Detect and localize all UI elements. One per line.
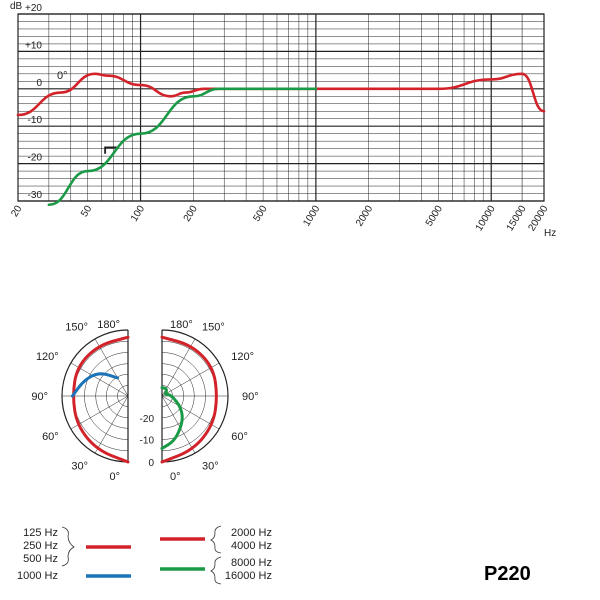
polar-spoke xyxy=(70,395,129,430)
frequency-curves xyxy=(16,72,546,207)
legend-label: 1000 Hz xyxy=(17,570,58,582)
polar-diagram-right xyxy=(160,329,229,464)
polar-angle-label: 120° xyxy=(231,351,254,363)
legend-label: 8000 Hz xyxy=(231,557,272,569)
x-unit-label: Hz xyxy=(544,228,556,239)
legend-label: 16000 Hz xyxy=(225,570,272,582)
legend-label: 4000 Hz xyxy=(231,540,272,552)
x-tick-label: 10000 xyxy=(474,203,498,233)
x-tick-label: 2000 xyxy=(354,203,375,228)
polar-angle-label: 150° xyxy=(202,322,225,334)
polar-angle-label: 90° xyxy=(31,391,48,403)
polar-curve xyxy=(70,372,120,398)
plot-frame xyxy=(17,13,545,202)
y-tick-label: -30 xyxy=(28,190,43,201)
polar-curve xyxy=(160,386,184,450)
polar-spoke xyxy=(161,395,220,430)
polar-curve xyxy=(160,335,218,464)
x-tick-label: 1000 xyxy=(301,203,322,228)
frequency-curve xyxy=(47,87,318,207)
x-tick-label: 20 xyxy=(9,203,24,219)
frequency-grid xyxy=(17,13,545,202)
polar-diagram-left xyxy=(61,329,130,464)
x-tick-label: 15000 xyxy=(505,203,529,233)
polar-angle-label: 120° xyxy=(36,351,59,363)
polar-spoke xyxy=(94,395,129,454)
polar-angle-label: 0° xyxy=(109,471,120,483)
polar-spoke xyxy=(94,338,129,397)
x-tick-label: 5000 xyxy=(424,203,445,228)
legend-brace xyxy=(210,556,222,585)
x-tick-label: 100 xyxy=(129,203,147,223)
polar-ring-label: -10 xyxy=(140,436,155,447)
y-tick-label: -20 xyxy=(28,153,43,164)
model-name: P220 xyxy=(484,563,531,585)
y-tick-label: +20 xyxy=(25,3,42,14)
polar-angle-label: 150° xyxy=(65,322,88,334)
polar-angle-label: 60° xyxy=(231,431,248,443)
polar-ring-label: -20 xyxy=(140,414,155,425)
frequency-curve xyxy=(16,72,546,117)
legend-label: 500 Hz xyxy=(23,553,58,565)
frequency-y-axis: +20 +10 0 -10 -20 -30 xyxy=(25,3,42,201)
polar-angle-label: 60° xyxy=(42,431,59,443)
polar-angle-label: 30° xyxy=(71,460,88,472)
legend-brace xyxy=(210,525,222,554)
polar-curve xyxy=(72,335,130,464)
zero-degree-label: 0° xyxy=(57,70,68,82)
low-cut-filter-icon: ⌐ xyxy=(103,132,118,162)
y-tick-label: +10 xyxy=(25,40,42,51)
legend-brace xyxy=(61,526,75,567)
polar-angle-label: 90° xyxy=(242,391,259,403)
polar-angle-label: 180° xyxy=(97,319,120,331)
polar-angle-label: 180° xyxy=(170,319,193,331)
polar-angle-label: 30° xyxy=(202,460,219,472)
x-tick-label: 50 xyxy=(79,203,94,219)
x-tick-label: 500 xyxy=(251,203,269,223)
y-unit-label: dB xyxy=(10,1,23,12)
polar-ring-label: 0 xyxy=(148,458,154,469)
legend-label: 250 Hz xyxy=(23,540,58,552)
y-tick-label: -10 xyxy=(28,115,43,126)
polar-angle-labels: 180° 150° 120° 90° 60° 30° 0° 180° 150° 120° 90° 60… xyxy=(31,319,258,483)
x-tick-label: 200 xyxy=(182,203,200,223)
polar-spoke xyxy=(161,395,196,454)
legend-label: 2000 Hz xyxy=(231,527,272,539)
legend-label: 125 Hz xyxy=(23,527,58,539)
polar-spoke xyxy=(161,338,196,397)
polar-angle-label: 0° xyxy=(170,471,181,483)
y-tick-label: 0 xyxy=(36,78,42,89)
